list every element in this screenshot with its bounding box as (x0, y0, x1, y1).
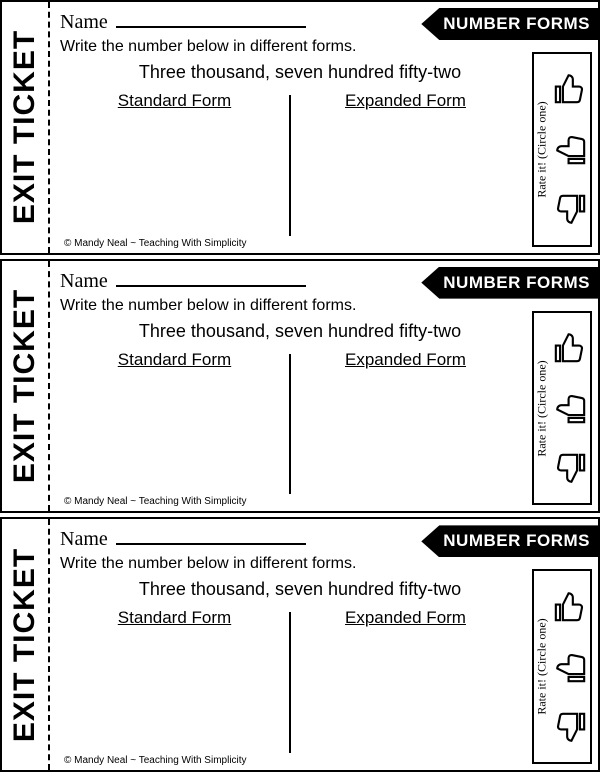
copyright-footer: © Mandy Neal ~ Teaching With Simplicity (60, 494, 588, 509)
rate-box: Rate it! (Circle one) (532, 569, 592, 764)
exit-ticket-3: EXIT TICKET NUMBER FORMS Name Write the … (0, 517, 600, 772)
work-area: Standard Form Expanded Form (60, 608, 520, 753)
thumbs-up-icon[interactable] (553, 71, 587, 105)
stub-label: EXIT TICKET (8, 30, 42, 224)
instruction-text: Write the number below in different form… (60, 38, 520, 56)
thumbs-up-icon[interactable] (553, 589, 587, 623)
expanded-form-head: Expanded Form (299, 91, 512, 111)
work-area: Standard Form Expanded Form (60, 350, 520, 495)
expanded-form-head: Expanded Form (299, 350, 512, 370)
instruction-text: Write the number below in different form… (60, 297, 520, 315)
thumbs-column (550, 571, 590, 762)
standard-form-head: Standard Form (68, 350, 281, 370)
rate-label: Rate it! (Circle one) (535, 101, 550, 197)
title-banner: NUMBER FORMS (421, 267, 600, 299)
thumbs-up-icon[interactable] (553, 330, 587, 364)
standard-form-head: Standard Form (68, 608, 281, 628)
word-number: Three thousand, seven hundred fifty-two (60, 321, 520, 342)
title-banner: NUMBER FORMS (421, 8, 600, 40)
title-banner: NUMBER FORMS (421, 525, 600, 557)
work-area: Standard Form Expanded Form (60, 91, 520, 236)
name-input-line[interactable] (116, 525, 306, 545)
rate-box: Rate it! (Circle one) (532, 52, 592, 247)
copyright-footer: © Mandy Neal ~ Teaching With Simplicity (60, 236, 588, 251)
expanded-form-column[interactable]: Expanded Form (291, 91, 520, 236)
ticket-stub: EXIT TICKET (2, 2, 50, 253)
standard-form-column[interactable]: Standard Form (60, 350, 289, 495)
expanded-form-column[interactable]: Expanded Form (291, 608, 520, 753)
stub-label: EXIT TICKET (8, 289, 42, 483)
thumbs-down-icon[interactable] (553, 711, 587, 745)
expanded-form-column[interactable]: Expanded Form (291, 350, 520, 495)
thumbs-down-icon[interactable] (553, 193, 587, 227)
rate-box: Rate it! (Circle one) (532, 311, 592, 506)
instruction-text: Write the number below in different form… (60, 555, 520, 573)
rate-label: Rate it! (Circle one) (535, 360, 550, 456)
word-number: Three thousand, seven hundred fifty-two (60, 579, 520, 600)
ticket-stub: EXIT TICKET (2, 261, 50, 512)
standard-form-column[interactable]: Standard Form (60, 608, 289, 753)
stub-label: EXIT TICKET (8, 548, 42, 742)
thumbs-down-icon[interactable] (553, 452, 587, 486)
standard-form-head: Standard Form (68, 91, 281, 111)
name-input-line[interactable] (116, 8, 306, 28)
copyright-footer: © Mandy Neal ~ Teaching With Simplicity (60, 753, 588, 768)
ticket-content: NUMBER FORMS Name Write the number below… (50, 2, 598, 253)
standard-form-column[interactable]: Standard Form (60, 91, 289, 236)
ticket-content: NUMBER FORMS Name Write the number below… (50, 261, 598, 512)
thumbs-side-icon[interactable] (553, 132, 587, 166)
name-label: Name (60, 270, 108, 293)
thumbs-side-icon[interactable] (553, 391, 587, 425)
thumbs-column (550, 313, 590, 504)
name-label: Name (60, 528, 108, 551)
thumbs-side-icon[interactable] (553, 650, 587, 684)
exit-ticket-2: EXIT TICKET NUMBER FORMS Name Write the … (0, 259, 600, 514)
expanded-form-head: Expanded Form (299, 608, 512, 628)
word-number: Three thousand, seven hundred fifty-two (60, 62, 520, 83)
ticket-stub: EXIT TICKET (2, 519, 50, 770)
thumbs-column (550, 54, 590, 245)
exit-ticket-1: EXIT TICKET NUMBER FORMS Name Write the … (0, 0, 600, 255)
rate-label: Rate it! (Circle one) (535, 619, 550, 715)
name-label: Name (60, 11, 108, 34)
ticket-content: NUMBER FORMS Name Write the number below… (50, 519, 598, 770)
name-input-line[interactable] (116, 267, 306, 287)
